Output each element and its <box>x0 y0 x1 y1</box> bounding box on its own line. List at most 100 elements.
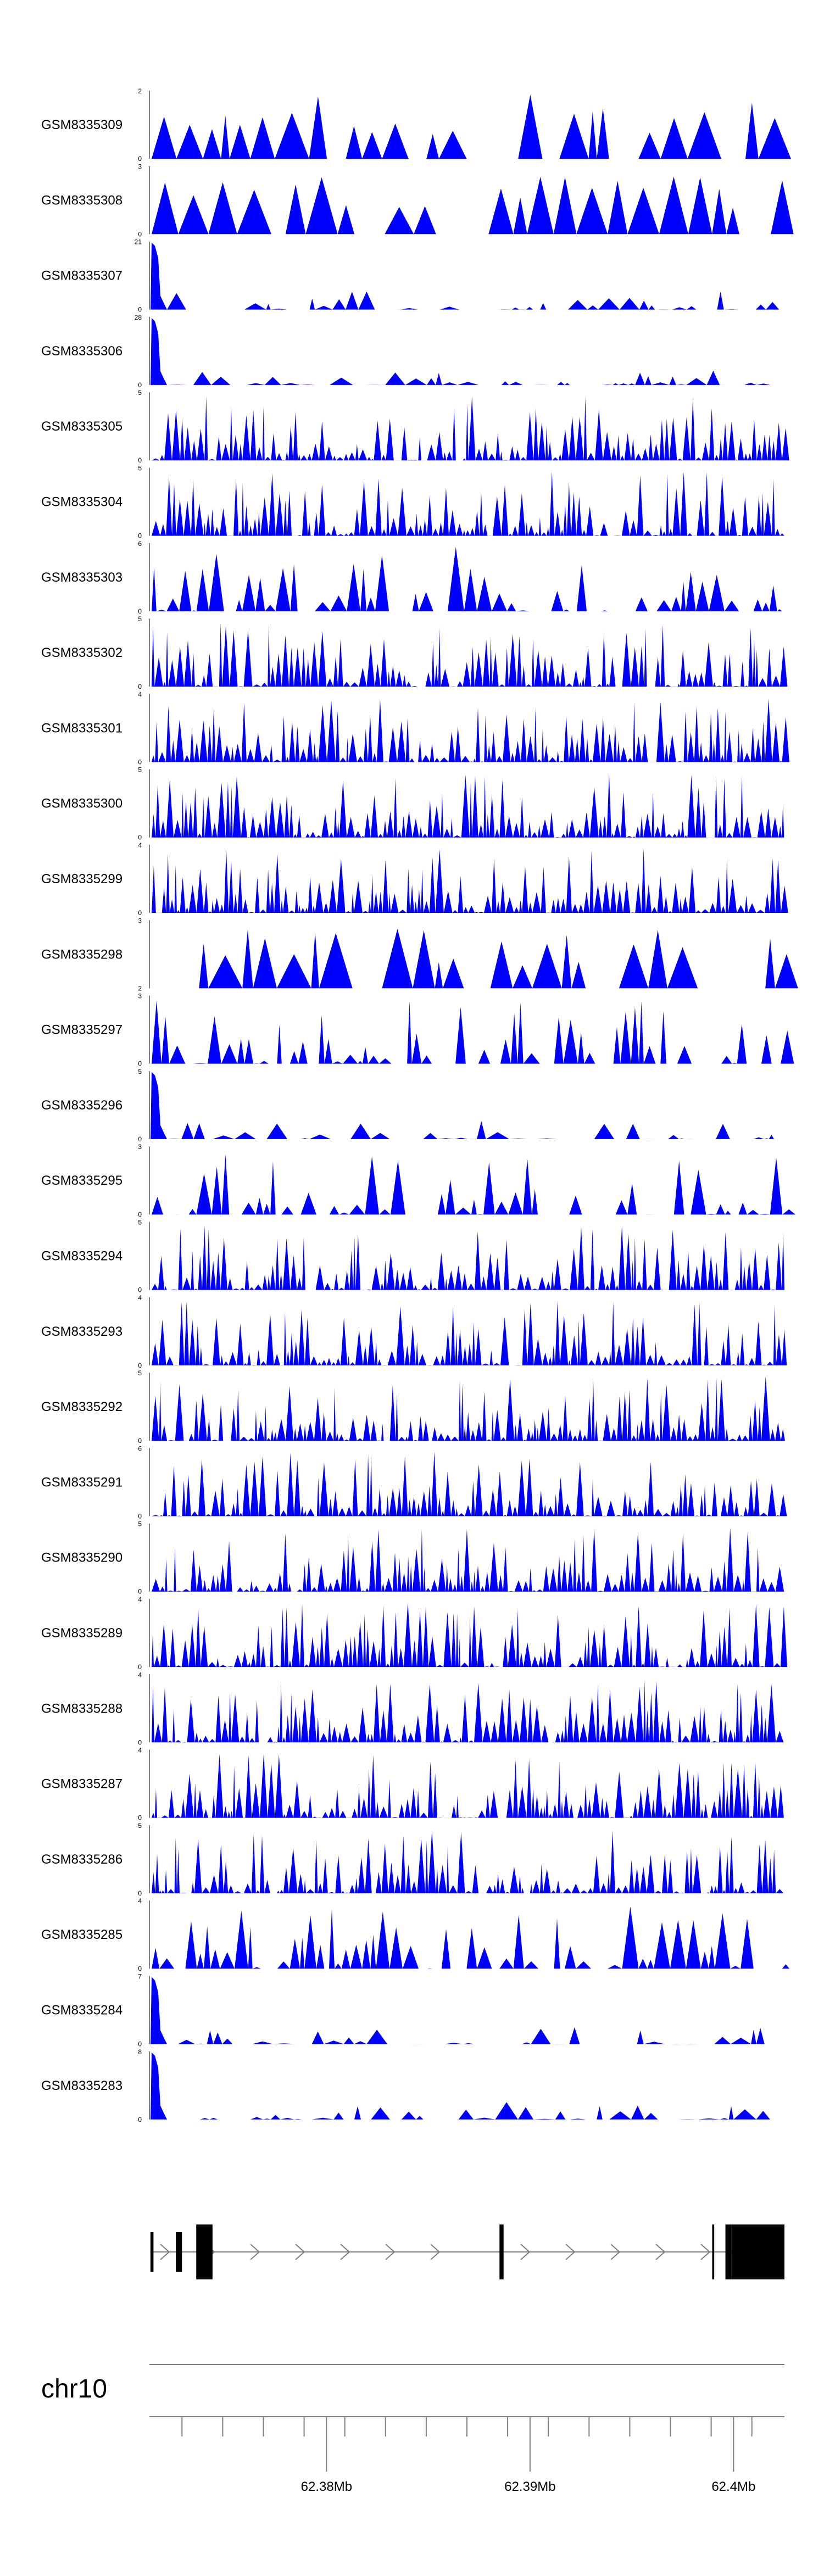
track-label: GSM8335283 <box>41 2078 123 2093</box>
track-GSM8335293: GSM8335293 4 0 <box>41 1294 787 1369</box>
track-ymax-label: 4 <box>138 690 142 698</box>
genome-axis: 62.38Mb 62.39Mb 62.4Mb <box>149 2416 784 2494</box>
track-ymin-label: 0 <box>138 1663 142 1671</box>
axis-tick-label: 62.38Mb <box>301 2479 352 2494</box>
track-GSM8335283: GSM8335283 8 0 <box>41 2048 770 2123</box>
track-ymax-label: 8 <box>138 2048 142 2056</box>
track-GSM8335297: GSM8335297 3 0 <box>41 993 794 1068</box>
exon-block <box>712 2224 715 2279</box>
track-ymax-label: 21 <box>135 238 142 246</box>
coverage-area <box>151 2052 770 2120</box>
coverage-area <box>152 1452 787 1516</box>
coverage-area <box>151 317 771 385</box>
track-GSM8335309: GSM8335309 2 0 <box>41 87 791 163</box>
track-label: GSM8335290 <box>41 1551 123 1565</box>
track-GSM8335298: GSM8335298 3 2 <box>41 917 798 992</box>
track-ymax-label: 5 <box>138 1219 142 1226</box>
strand-arrow <box>340 2244 350 2260</box>
coverage-area <box>152 1603 787 1667</box>
track-GSM8335292: GSM8335292 5 0 <box>41 1369 785 1445</box>
track-label: GSM8335288 <box>41 1701 123 1716</box>
track-ymin-label: 0 <box>138 381 142 389</box>
track-label: GSM8335307 <box>41 269 123 283</box>
coverage-area <box>152 1830 784 1893</box>
track-GSM8335295: GSM8335295 3 0 <box>41 1143 796 1218</box>
track-label: GSM8335284 <box>41 2003 123 2018</box>
track-label: GSM8335302 <box>41 645 123 660</box>
track-ymin-label: 0 <box>138 1588 142 1596</box>
track-ymin-label: 0 <box>138 683 142 690</box>
track-ymax-label: 4 <box>138 841 142 849</box>
track-ymax-label: 4 <box>138 1747 142 1754</box>
track-ymin-label: 0 <box>138 1211 142 1218</box>
track-label: GSM8335297 <box>41 1023 123 1038</box>
track-label: GSM8335295 <box>41 1173 123 1188</box>
track-label: GSM8335286 <box>41 1852 123 1867</box>
track-ymax-label: 5 <box>138 766 142 774</box>
strand-arrow <box>700 2244 711 2260</box>
coverage-area <box>152 1679 784 1743</box>
track-ymin-label: 0 <box>138 1814 142 1822</box>
track-ymax-label: 5 <box>138 1822 142 1830</box>
exon-utr-block <box>739 2226 784 2278</box>
track-GSM8335288: GSM8335288 4 0 <box>41 1671 784 1746</box>
track-ymin-label: 0 <box>138 230 142 238</box>
track-ymax-label: 4 <box>138 1294 142 1302</box>
track-GSM8335294: GSM8335294 5 0 <box>41 1219 785 1294</box>
track-label: GSM8335299 <box>41 872 123 886</box>
track-label: GSM8335304 <box>41 495 123 510</box>
track-GSM8335306: GSM8335306 28 0 <box>41 314 771 389</box>
track-label: GSM8335300 <box>41 796 123 811</box>
exon-block <box>196 2224 213 2279</box>
gene-model-track <box>150 2224 784 2279</box>
track-ymax-label: 3 <box>138 993 142 1000</box>
track-ymax-label: 4 <box>138 1671 142 1679</box>
track-ymin-label: 0 <box>138 607 142 615</box>
coverage-area <box>152 1000 794 1064</box>
track-ymin-label: 0 <box>138 1135 142 1143</box>
track-ymin-label: 2 <box>138 984 142 992</box>
track-label: GSM8335289 <box>41 1626 123 1641</box>
track-label: GSM8335287 <box>41 1777 123 1792</box>
coverage-area <box>151 1072 774 1139</box>
coverage-area <box>151 1977 771 2044</box>
track-GSM8335291: GSM8335291 6 0 <box>41 1445 787 1520</box>
track-GSM8335284: GSM8335284 7 0 <box>41 1973 771 2048</box>
track-ymin-label: 0 <box>138 909 142 917</box>
coverage-area <box>152 1225 785 1290</box>
strand-arrow <box>520 2244 531 2260</box>
track-ymax-label: 5 <box>138 615 142 623</box>
track-ymax-label: 28 <box>135 314 142 321</box>
track-ymax-label: 4 <box>138 1897 142 1905</box>
track-ymax-label: 5 <box>138 389 142 397</box>
track-label: GSM8335292 <box>41 1399 123 1414</box>
track-GSM8335300: GSM8335300 5 0 <box>41 766 784 841</box>
strand-arrow <box>565 2244 576 2260</box>
chromosome-label: chr10 <box>41 2374 107 2404</box>
track-ymax-label: 6 <box>138 540 142 548</box>
track-label: GSM8335303 <box>41 570 123 585</box>
coverage-area <box>152 929 798 989</box>
track-GSM8335301: GSM8335301 4 0 <box>41 690 789 766</box>
strand-arrow <box>385 2244 396 2260</box>
track-ymax-label: 4 <box>138 1596 142 1603</box>
track-GSM8335287: GSM8335287 4 0 <box>41 1747 784 1822</box>
axis-tick-label: 62.4Mb <box>711 2479 755 2494</box>
track-ymin-label: 0 <box>138 1437 142 1445</box>
track-ymin-label: 0 <box>138 1286 142 1294</box>
track-GSM8335303: GSM8335303 6 0 <box>41 540 797 615</box>
track-ymax-label: 5 <box>138 1068 142 1075</box>
exon-block <box>725 2224 732 2279</box>
track-ymin-label: 0 <box>138 2116 142 2123</box>
coverage-tracks: GSM833530920GSM833530830GSM8335307210GSM… <box>41 87 798 2123</box>
coverage-area <box>152 1154 796 1215</box>
track-ymin-label: 0 <box>138 306 142 314</box>
track-label: GSM8335293 <box>41 1324 123 1339</box>
track-ymax-label: 2 <box>138 87 142 95</box>
track-ymin-label: 0 <box>138 758 142 766</box>
track-label: GSM8335296 <box>41 1098 123 1113</box>
coverage-area <box>152 623 788 687</box>
coverage-area <box>152 1906 790 1969</box>
track-ymin-label: 0 <box>138 1362 142 1369</box>
